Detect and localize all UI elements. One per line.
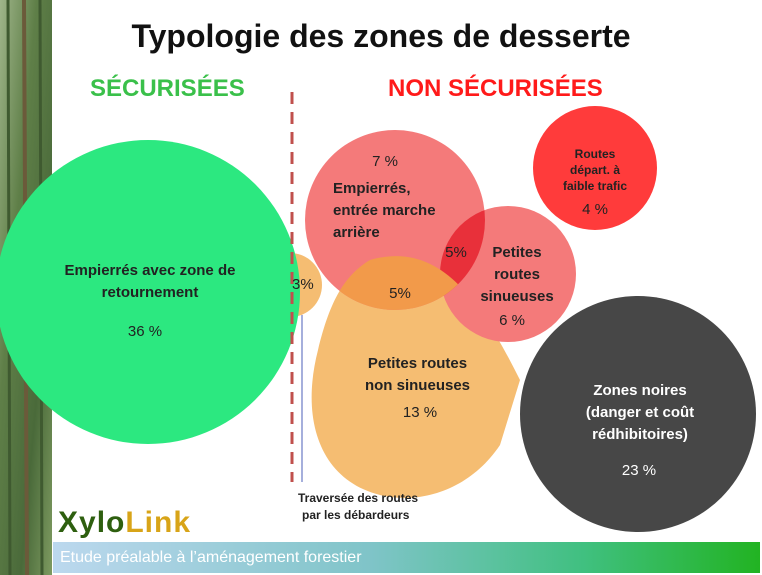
label-zones-noires: Zones noires (danger et coût rédhibitoir… bbox=[560, 380, 720, 446]
zone-routes-faible-trafic bbox=[533, 106, 657, 230]
label-petites-routes-non-sinueuses: Petites routes non sinueuses bbox=[350, 353, 485, 397]
label-line: non sinueuses bbox=[364, 377, 471, 394]
xylolink-logo: XyloLink bbox=[58, 506, 191, 540]
label-line: routes bbox=[494, 266, 540, 283]
footer-text: Etude préalable à l’aménagement forestie… bbox=[60, 549, 362, 566]
label-line: départ. à bbox=[569, 163, 620, 177]
label-line: sinueuses bbox=[480, 288, 554, 305]
zone-empierres-retournement bbox=[0, 140, 300, 444]
percent-traversee: 3% bbox=[292, 276, 314, 293]
label-line: Routes bbox=[574, 147, 616, 161]
note-line: Traversée des routes bbox=[298, 491, 419, 505]
label-line: (danger et coût bbox=[585, 404, 695, 421]
label-empierres-retournement: Empierrés avec zone de retournement bbox=[40, 260, 260, 304]
label-line: Petites routes bbox=[367, 355, 468, 372]
zone-zones-noires bbox=[520, 296, 756, 532]
logo-part: Link bbox=[125, 506, 192, 539]
percent-petites-routes-non-sinueuses: 13 % bbox=[402, 404, 438, 421]
label-line: entrée marche bbox=[333, 202, 436, 219]
percent-zones-noires: 23 % bbox=[621, 462, 657, 479]
label-petites-routes-sinueuses: Petites routes sinueuses bbox=[462, 242, 572, 308]
label-line: retournement bbox=[101, 284, 199, 301]
label-line: Petites bbox=[492, 244, 542, 261]
percent-routes-faible-trafic: 4 % bbox=[582, 201, 608, 218]
page-title: Typologie des zones de desserte bbox=[131, 18, 631, 54]
percent-empierres-retournement: 36 % bbox=[127, 323, 163, 340]
label-line: Empierrés avec zone de bbox=[64, 262, 236, 279]
footer-bar bbox=[53, 542, 760, 573]
label-empierres-marche-arriere: Empierrés, entrée marche arrière bbox=[333, 178, 463, 244]
label-routes-faible-trafic: Routes départ. à faible trafic bbox=[545, 146, 645, 194]
zone-empierres-marche-arriere bbox=[305, 130, 485, 310]
label-line: Zones noires bbox=[593, 382, 687, 399]
label-line: arrière bbox=[333, 224, 380, 241]
header-non-secure: NON SÉCURISÉES bbox=[388, 75, 603, 102]
logo-part: Xylo bbox=[58, 506, 126, 539]
label-line: faible trafic bbox=[562, 179, 628, 193]
percent-overlap-empierres-sinueuses: 5% bbox=[445, 244, 467, 261]
label-line: Empierrés, bbox=[333, 180, 411, 197]
note-traversee: Traversée des routes par les débardeurs bbox=[298, 490, 438, 524]
label-line: rédhibitoires) bbox=[592, 426, 688, 443]
percent-empierres-marche-arriere: 7 % bbox=[372, 153, 398, 170]
header-secure: SÉCURISÉES bbox=[90, 75, 245, 102]
percent-petites-routes-sinueuses: 6 % bbox=[499, 312, 525, 329]
note-line: par les débardeurs bbox=[302, 508, 410, 522]
percent-overlap-empierres-non-sinueuses: 5% bbox=[389, 285, 411, 302]
